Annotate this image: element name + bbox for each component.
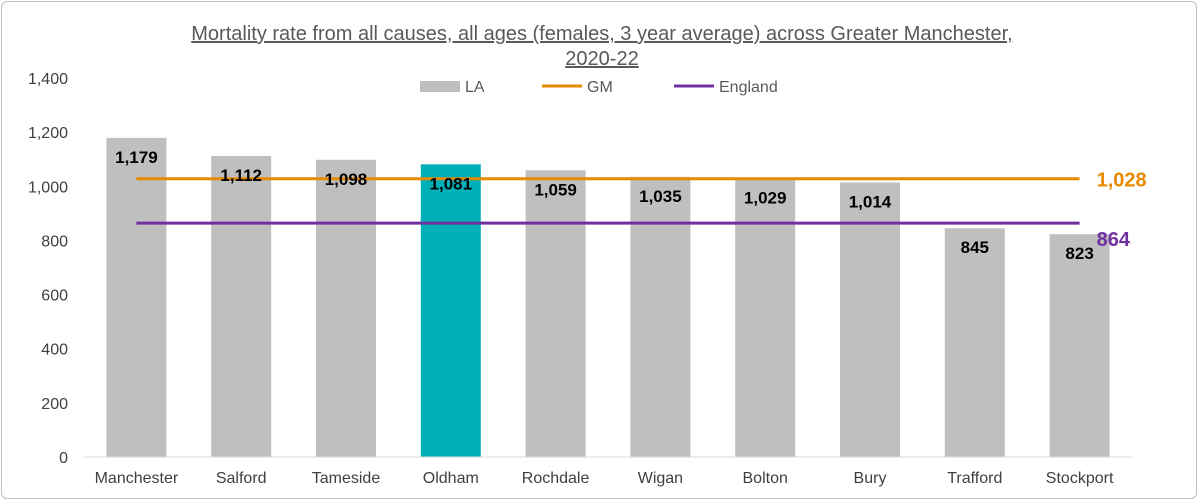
x-axis: Manchester Salford Tameside Oldham Rochdale W…: [84, 456, 1132, 487]
chart-legend: LA GM England: [420, 79, 778, 96]
data-label-wigan: 1,035: [639, 187, 682, 206]
y-tick-label: 1,000: [28, 179, 68, 196]
bars-group: [106, 137, 1110, 458]
bar-stockport: [1049, 234, 1110, 457]
y-tick-label: 1,200: [28, 125, 68, 142]
legend-england-label: England: [719, 79, 778, 96]
y-tick-label: 400: [41, 342, 68, 359]
chart-title-line1: Mortality rate from all causes, all ages…: [191, 23, 1012, 45]
data-label-bury: 1,014: [849, 192, 892, 211]
chart-title-line2: 2020-22: [565, 48, 638, 70]
bar-bury: [840, 182, 900, 457]
data-label-oldham: 1,081: [430, 174, 473, 193]
y-tick-label: 600: [41, 288, 68, 305]
data-label-rochdale: 1,059: [534, 180, 577, 199]
category-label-bury: Bury: [854, 470, 887, 487]
legend-la-label: LA: [465, 79, 485, 96]
data-labels: 1,179 1,112 1,098 1,081 1,059 1,035 1,029 1,014…: [115, 148, 1094, 263]
category-label-manchester: Manchester: [95, 470, 179, 487]
category-label-oldham: Oldham: [423, 470, 479, 487]
y-tick-label: 1,400: [28, 71, 68, 88]
y-axis: 0 200 400 600 800 1,000 1,200 1,400: [28, 71, 68, 467]
category-label-stockport: Stockport: [1046, 470, 1114, 487]
category-label-trafford: Trafford: [947, 470, 1002, 487]
bar-tameside: [316, 159, 376, 457]
bar-rochdale: [525, 170, 586, 457]
bar-bolton: [735, 178, 796, 457]
legend-la-swatch: [420, 81, 460, 92]
data-label-salford: 1,112: [220, 166, 262, 185]
gm-value-label: 1,028: [1097, 170, 1147, 192]
bar-oldham: [420, 164, 481, 458]
england-value-label: 864: [1097, 229, 1131, 251]
y-tick-label: 0: [59, 450, 68, 467]
data-label-bolton: 1,029: [744, 188, 787, 207]
category-label-bolton: Bolton: [743, 470, 788, 487]
bar-salford: [211, 155, 272, 458]
data-label-manchester: 1,179: [115, 148, 158, 167]
y-tick-label: 200: [41, 396, 68, 413]
legend-gm-label: GM: [587, 79, 613, 96]
data-label-stockport: 823: [1065, 244, 1093, 263]
bar-trafford: [944, 228, 1005, 457]
category-label-tameside: Tameside: [312, 470, 381, 487]
bar-wigan: [630, 176, 691, 457]
y-tick-label: 800: [41, 233, 68, 250]
data-label-tameside: 1,098: [325, 170, 368, 189]
category-label-rochdale: Rochdale: [522, 470, 590, 487]
reference-lines: 1,028 864: [136, 170, 1147, 251]
category-label-salford: Salford: [216, 470, 267, 487]
category-label-wigan: Wigan: [638, 470, 683, 487]
data-label-trafford: 845: [961, 238, 989, 257]
bar-manchester: [106, 137, 167, 457]
